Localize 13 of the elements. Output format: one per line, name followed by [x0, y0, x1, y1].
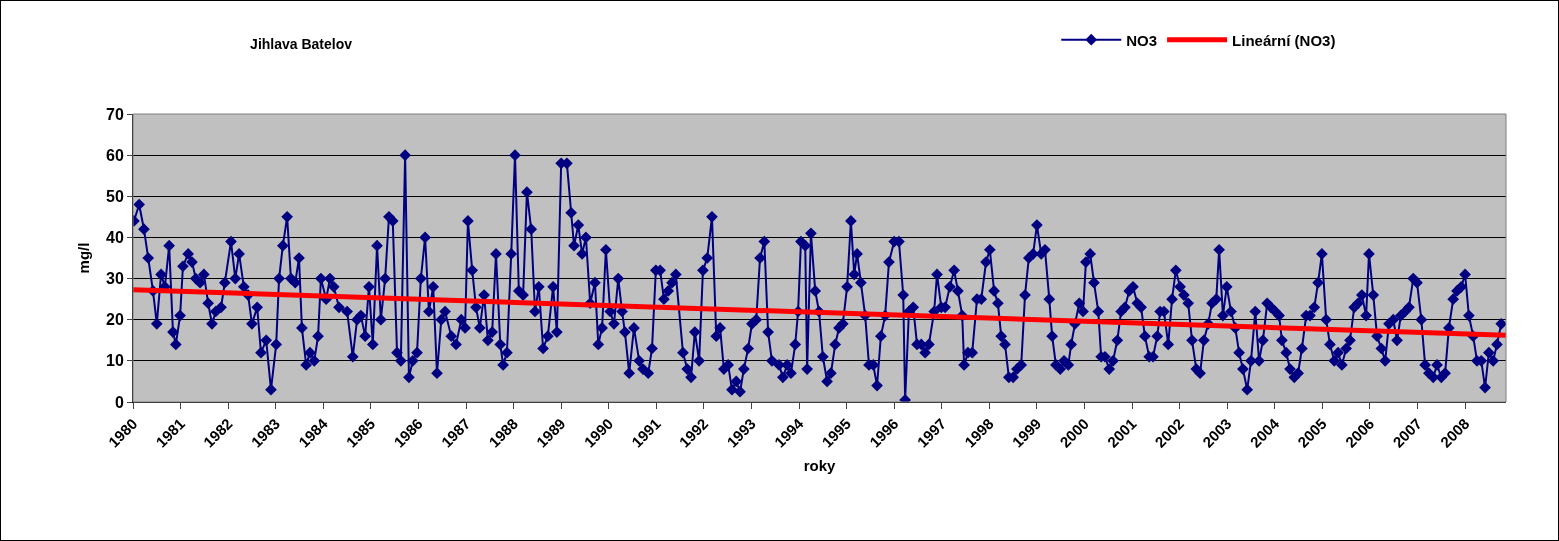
legend-label: Lineární (NO3): [1232, 31, 1336, 49]
y-tick-label: 40: [106, 229, 124, 247]
x-axis-title: roky: [803, 456, 836, 474]
y-tick-label: 60: [106, 146, 124, 164]
y-tick-label: 0: [114, 393, 124, 411]
y-tick-label: 50: [106, 187, 124, 205]
legend-label: NO3: [1126, 31, 1158, 49]
y-tick-label: 10: [106, 352, 124, 370]
chart-title: Jihlava Batelov: [250, 35, 353, 52]
y-tick-label: 20: [106, 311, 124, 329]
y-tick-label: 70: [106, 105, 124, 123]
y-axis-title: mg/l: [75, 242, 93, 274]
y-tick-label: 30: [106, 270, 124, 288]
